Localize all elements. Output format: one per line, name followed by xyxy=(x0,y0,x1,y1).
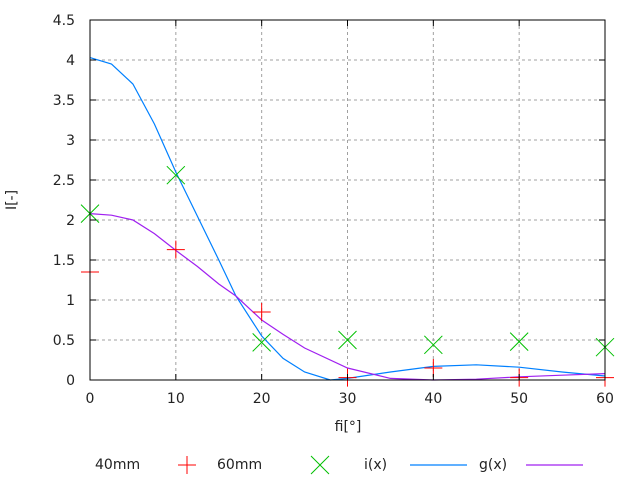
grid xyxy=(90,20,605,380)
data-point-60mm xyxy=(509,332,529,351)
y-tick-label: 0 xyxy=(66,373,75,389)
marker-stroke xyxy=(310,455,330,475)
data-point-40mm xyxy=(166,240,185,259)
data-point-60mm xyxy=(423,335,443,355)
curves xyxy=(89,57,606,381)
legend-label: i(x) xyxy=(364,457,387,473)
data-point-40mm xyxy=(252,303,271,321)
x-tick-label: 0 xyxy=(86,391,95,407)
y-tick-label: 1.5 xyxy=(53,253,75,269)
y-tick-label: 3 xyxy=(66,133,75,149)
x-tick-label: 50 xyxy=(510,391,528,407)
y-tick-label: 4 xyxy=(66,53,75,69)
marker-stroke xyxy=(338,330,357,350)
series-line-gx xyxy=(89,213,606,381)
data-point-60mm xyxy=(338,330,357,350)
data-point-60mm xyxy=(252,333,272,352)
marker-stroke xyxy=(509,332,529,351)
y-tick-label: 2.5 xyxy=(53,173,75,189)
x-tick-label: 60 xyxy=(596,391,614,407)
y-tick-label: 0.5 xyxy=(53,333,75,349)
marker-stroke xyxy=(166,165,186,185)
x-tick-label: 10 xyxy=(167,391,185,407)
legend-swatch xyxy=(310,455,330,475)
y-tick-label: 1 xyxy=(66,293,75,309)
series-line-ix xyxy=(89,57,606,381)
legend-label: g(x) xyxy=(479,457,507,473)
marker-stroke xyxy=(423,335,443,355)
y-axis-label: I[-] xyxy=(4,190,20,210)
x-axis-label: fi[°] xyxy=(335,419,362,435)
x-tick-label: 40 xyxy=(424,391,442,407)
legend: 40mm 60mm i(x) g(x) xyxy=(95,455,583,475)
x-tick-label: 30 xyxy=(339,391,357,407)
y-tick-label: 2 xyxy=(66,213,75,229)
data-point-60mm xyxy=(166,165,186,185)
ticks: 0 10 20 30 40 50 60 0 0.5 1 1.5 2 2.5 3 3.5 4 4.5 xyxy=(53,13,614,407)
x-tick-label: 20 xyxy=(253,391,271,407)
legend-label: 60mm xyxy=(217,457,262,473)
legend-swatch xyxy=(178,456,196,474)
y-tick-label: 4.5 xyxy=(53,13,75,29)
legend-label: 40mm xyxy=(95,457,140,473)
y-tick-label: 3.5 xyxy=(53,93,75,109)
marker-stroke xyxy=(252,333,272,352)
points xyxy=(80,165,615,387)
